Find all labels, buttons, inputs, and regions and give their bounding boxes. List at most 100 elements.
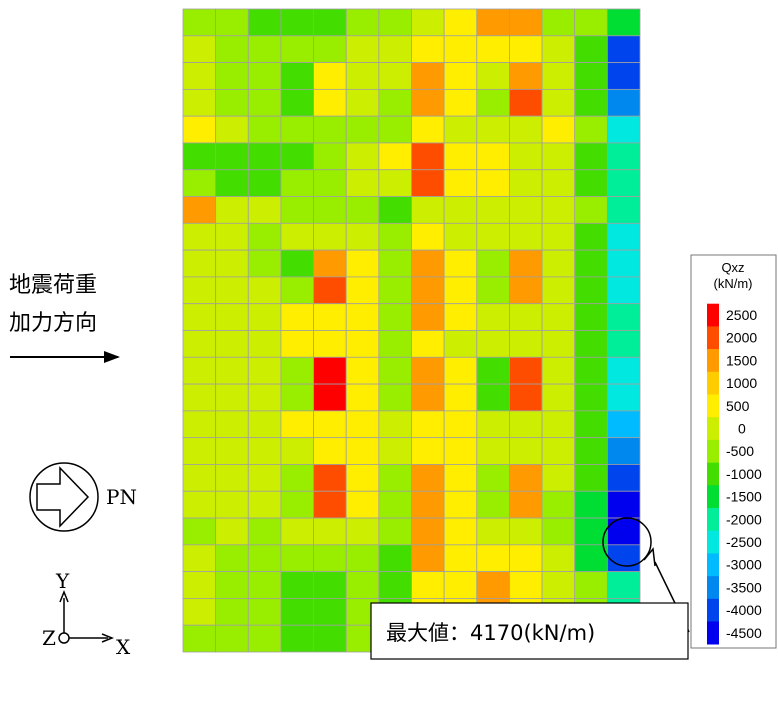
grid-cell xyxy=(215,464,249,492)
grid-cell xyxy=(247,249,282,278)
grid-cell xyxy=(476,517,510,546)
grid-cell xyxy=(280,276,314,305)
grid-cell xyxy=(247,464,282,492)
grid-cell xyxy=(541,490,576,519)
grid-cell xyxy=(476,571,510,599)
grid-cell xyxy=(215,330,249,358)
grid-cell xyxy=(215,544,249,573)
legend-color-bar xyxy=(707,303,719,645)
grid-cell xyxy=(182,249,217,278)
grid-cell xyxy=(378,62,412,90)
grid-cell xyxy=(476,249,510,278)
grid-cell xyxy=(606,490,641,519)
grid-cell xyxy=(443,383,478,412)
grid-cell xyxy=(280,330,314,358)
legend-swatch xyxy=(707,439,719,463)
grid-cell xyxy=(476,169,510,197)
grid-cell xyxy=(443,490,478,519)
legend-swatch xyxy=(707,598,719,622)
grid-cell xyxy=(411,249,445,278)
grid-cell xyxy=(345,222,380,251)
grid-cell xyxy=(247,490,282,519)
grid-cell xyxy=(215,490,249,519)
grid-cell xyxy=(378,88,412,117)
grid-cell xyxy=(313,249,347,278)
grid-cell xyxy=(247,196,282,224)
legend-level-label: -1500 xyxy=(726,489,762,505)
grid-cell xyxy=(378,517,412,546)
grid-cell xyxy=(574,249,608,278)
grid-cell xyxy=(411,276,445,305)
grid-cell xyxy=(280,62,314,90)
grid-cell xyxy=(443,356,478,385)
grid-cell xyxy=(313,8,347,37)
grid-cell xyxy=(313,437,347,465)
grid-cell xyxy=(345,410,380,439)
grid-cell xyxy=(378,8,412,37)
grid-cell xyxy=(574,303,608,331)
grid-cell xyxy=(182,169,217,197)
legend-swatch xyxy=(707,394,719,418)
grid-cell xyxy=(541,571,576,599)
grid-cell xyxy=(280,624,314,653)
axis-x-label: X xyxy=(116,635,131,659)
grid-cell xyxy=(247,517,282,546)
grid-cell xyxy=(378,330,412,358)
grid-cell xyxy=(378,142,412,171)
grid-cell xyxy=(182,598,217,626)
grid-cell xyxy=(378,356,412,385)
grid-cell xyxy=(345,88,380,117)
grid-cell xyxy=(411,303,445,331)
grid-cell xyxy=(541,410,576,439)
grid-cell xyxy=(509,249,543,278)
legend-swatch xyxy=(707,326,719,350)
legend-title: Qxz xyxy=(721,260,744,275)
grid-cell xyxy=(606,8,641,37)
grid-cell xyxy=(280,571,314,599)
grid-cell xyxy=(606,222,641,251)
grid-cell xyxy=(182,410,217,439)
grid-cell xyxy=(345,330,380,358)
grid-cell xyxy=(541,276,576,305)
grid-cell xyxy=(606,410,641,439)
grid-cell xyxy=(606,464,641,492)
grid-cell xyxy=(509,571,543,599)
grid-cell xyxy=(215,356,249,385)
grid-cell xyxy=(345,276,380,305)
grid-cell xyxy=(443,276,478,305)
legend-level-label: 2000 xyxy=(726,330,757,346)
legend-swatch xyxy=(707,508,719,531)
grid-cell xyxy=(182,276,217,305)
load-direction-arrowhead xyxy=(104,351,120,363)
grid-cell xyxy=(313,544,347,573)
grid-cell xyxy=(574,169,608,197)
grid-cell xyxy=(574,88,608,117)
grid-cell xyxy=(509,303,543,331)
grid-cell xyxy=(182,222,217,251)
grid-cell xyxy=(215,437,249,465)
legend-level-label: 1000 xyxy=(726,375,757,391)
grid-cell xyxy=(541,169,576,197)
grid-cell xyxy=(574,8,608,37)
grid-cell xyxy=(247,276,282,305)
grid-cell xyxy=(313,115,347,144)
grid-cell xyxy=(574,196,608,224)
grid-cell xyxy=(215,115,249,144)
grid-cell xyxy=(215,62,249,90)
legend-level-label: -2000 xyxy=(726,511,762,527)
legend-swatch xyxy=(707,621,719,645)
grid-cell xyxy=(215,222,249,251)
grid-cell xyxy=(378,571,412,599)
grid-cell xyxy=(280,88,314,117)
grid-cell xyxy=(476,490,510,519)
grid-cell xyxy=(476,88,510,117)
grid-cell xyxy=(378,222,412,251)
grid-cell xyxy=(182,88,217,117)
grid-cell xyxy=(215,88,249,117)
grid-cell xyxy=(182,464,217,492)
grid-cell xyxy=(574,115,608,144)
grid-cell xyxy=(378,410,412,439)
grid-cell xyxy=(247,169,282,197)
axis-z-label: Z xyxy=(42,626,56,650)
grid-cell xyxy=(476,383,510,412)
